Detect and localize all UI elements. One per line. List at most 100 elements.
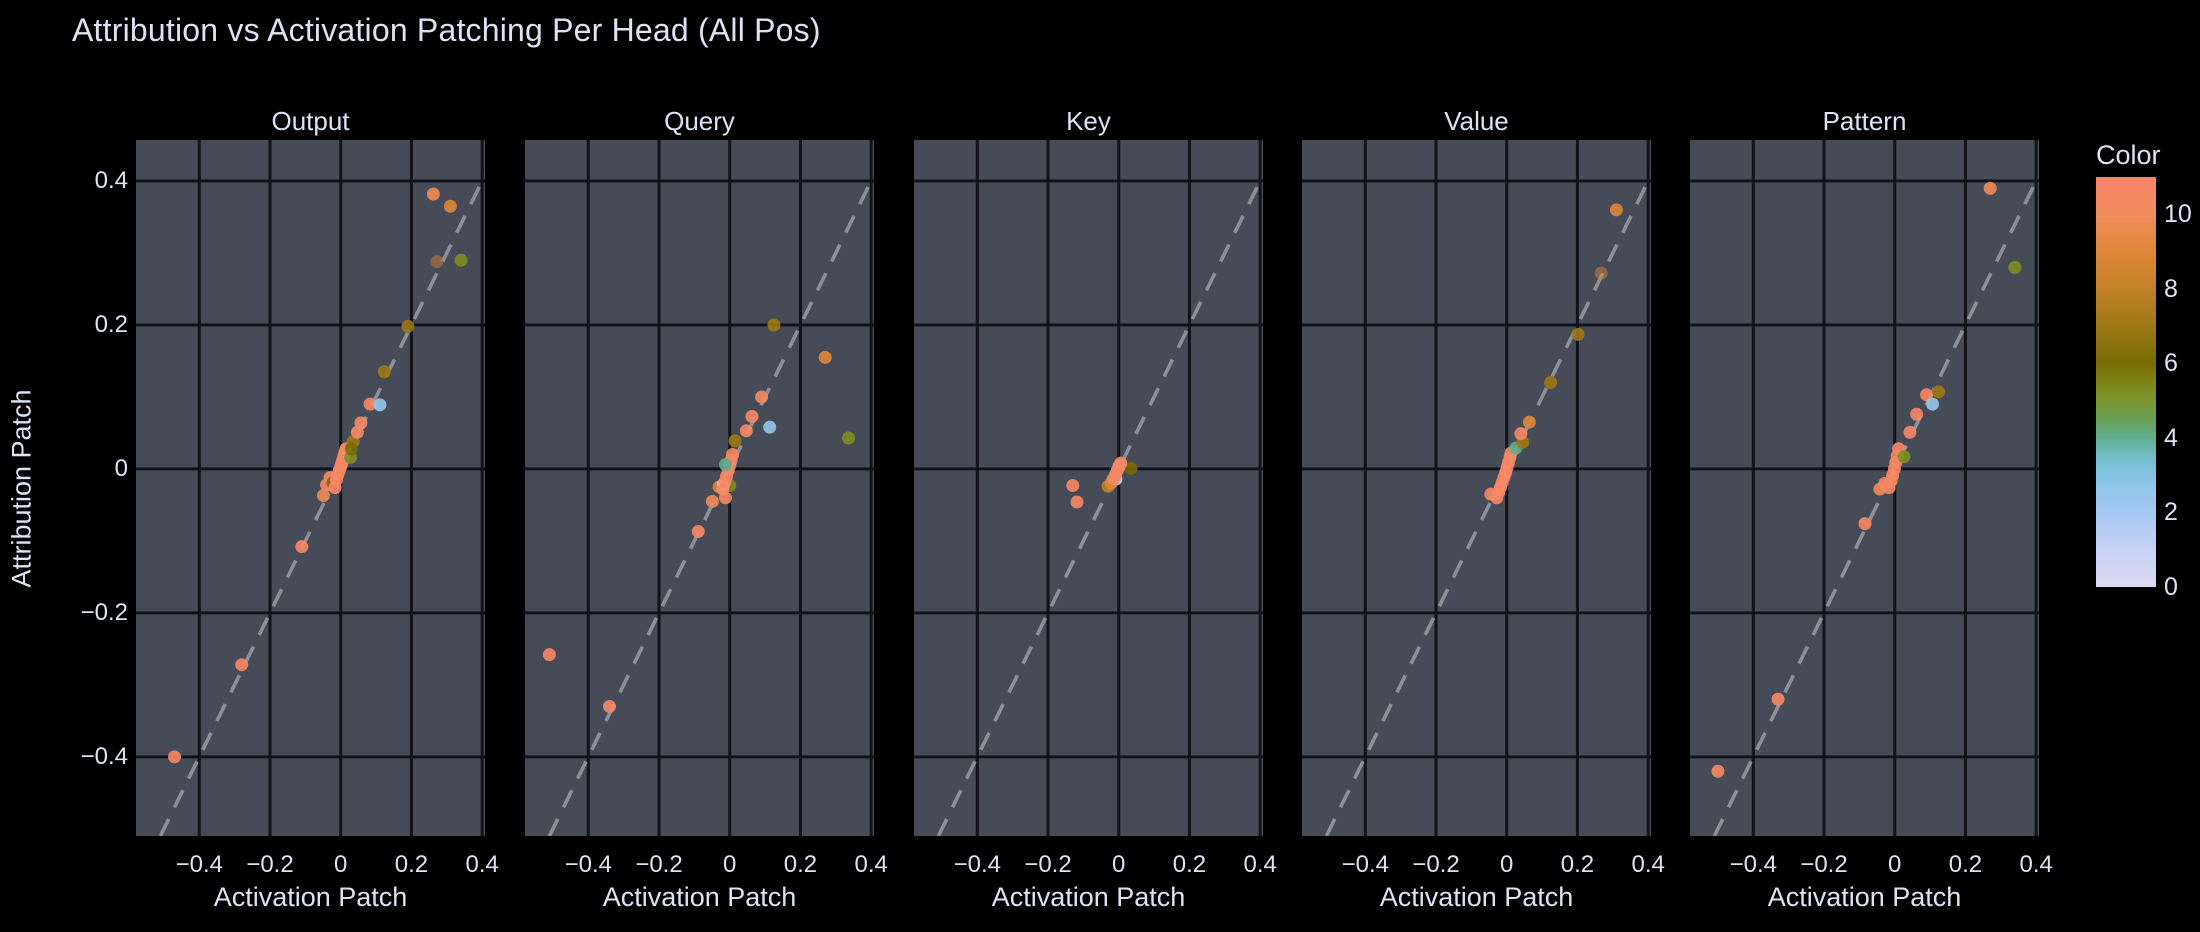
x-tick-label: 0.4 (1243, 851, 1277, 878)
scatter-point[interactable] (842, 431, 856, 445)
colorbar-tick-label: 10 (2164, 200, 2192, 229)
scatter-point[interactable] (1594, 266, 1608, 280)
scatter-point[interactable] (1858, 517, 1872, 531)
x-axis-title-query: Activation Patch (602, 882, 797, 912)
scatter-point[interactable] (542, 648, 556, 662)
x-tick-label: −0.4 (953, 851, 1001, 878)
scatter-point[interactable] (1771, 692, 1785, 706)
scatter-point[interactable] (1903, 425, 1917, 439)
scatter-point[interactable] (373, 398, 387, 412)
colorbar-tick-label: 8 (2164, 274, 2178, 303)
scatter-point[interactable] (1571, 327, 1585, 341)
x-tick-label: 0.2 (1172, 851, 1207, 878)
scatter-point[interactable] (718, 458, 732, 472)
scatter-point[interactable] (235, 658, 249, 672)
scatter-point[interactable] (818, 350, 832, 364)
scatter-point[interactable] (745, 409, 759, 423)
scatter-point[interactable] (739, 424, 753, 438)
y-tick-label: 0 (114, 454, 128, 482)
scatter-point[interactable] (1522, 415, 1536, 429)
subplot-query: Query Activation Patch −0.4 −0.2 0 0.2 0.4 (525, 106, 888, 912)
x-tick-label: 0.2 (394, 851, 429, 878)
plot-background (1302, 140, 1651, 836)
scatter-point[interactable] (728, 434, 742, 448)
scatter-point[interactable] (705, 494, 719, 508)
plot-background (525, 140, 874, 836)
y-tick-label: −0.2 (80, 598, 128, 626)
scatter-point[interactable] (767, 318, 781, 332)
y-axis-title: Attribution Patch (4, 140, 40, 836)
scatter-point[interactable] (755, 390, 769, 404)
scatter-point[interactable] (1926, 397, 1940, 411)
x-tick-label: 0.4 (1631, 851, 1665, 878)
y-axis-title-text: Attribution Patch (6, 388, 37, 588)
x-tick-label: 0.2 (783, 851, 818, 878)
figure-title: Attribution vs Activation Patching Per H… (72, 12, 821, 48)
x-tick-label: −0.2 (1800, 851, 1848, 878)
scatter-point[interactable] (363, 397, 377, 411)
scatter-point[interactable] (1932, 385, 1946, 399)
scatter-point[interactable] (1070, 495, 1084, 509)
scatter-point[interactable] (1711, 764, 1725, 778)
x-axis-title-output: Activation Patch (213, 882, 408, 912)
scatter-point[interactable] (168, 750, 182, 764)
scatter-point[interactable] (443, 199, 457, 213)
scatter-point[interactable] (1920, 388, 1934, 402)
identity-reference-line (158, 174, 485, 836)
scatter-point[interactable] (726, 448, 740, 462)
y-tick-label: 0.4 (94, 167, 128, 195)
x-tick-label: 0.4 (854, 851, 888, 878)
scatter-point[interactable] (1983, 181, 1997, 195)
identity-reference-line (1324, 174, 1651, 836)
x-axis-title-value: Activation Patch (1379, 882, 1574, 912)
y-tick-label: −0.4 (80, 742, 128, 770)
scatter-point[interactable] (377, 365, 391, 379)
scatter-point[interactable] (426, 187, 440, 201)
x-tick-label: −0.4 (1341, 851, 1389, 878)
x-tick-label: −0.4 (564, 851, 612, 878)
scatter-point[interactable] (1114, 456, 1128, 470)
plot-area-output[interactable] (136, 140, 485, 836)
x-axis-title-key: Activation Patch (991, 882, 1186, 912)
scatter-point[interactable] (316, 489, 330, 503)
scatter-point[interactable] (691, 525, 705, 539)
subplot-value: Value Activation Patch −0.4 −0.2 0 0.2 0.4 (1302, 106, 1665, 912)
x-tick-label: 0.2 (1560, 851, 1595, 878)
scatter-point[interactable] (295, 540, 309, 554)
scatter-point[interactable] (1910, 407, 1924, 421)
plot-background (1690, 140, 2039, 836)
plot-area-key[interactable] (914, 140, 1263, 836)
scatter-point[interactable] (1514, 427, 1528, 441)
scatter-point[interactable] (344, 442, 358, 456)
scatter-point[interactable] (1897, 450, 1911, 464)
subplot-title-output: Output (271, 106, 350, 136)
subplot-title-value: Value (1444, 106, 1509, 136)
scatter-point[interactable] (1609, 203, 1623, 217)
scatter-point[interactable] (454, 253, 468, 267)
x-tick-label: −0.2 (635, 851, 683, 878)
identity-reference-line (1712, 174, 2039, 836)
colorbar-tick-label: 4 (2164, 423, 2178, 452)
scatter-point[interactable] (430, 255, 444, 269)
plot-area-value[interactable] (1302, 140, 1651, 836)
x-tick-label: 0.2 (1948, 851, 1983, 878)
scatter-point[interactable] (603, 699, 617, 713)
scatter-point[interactable] (354, 416, 368, 430)
colorbar-tick-label: 6 (2164, 349, 2178, 378)
plot-area-query[interactable] (525, 140, 874, 836)
scatter-point[interactable] (2008, 260, 2022, 274)
subplot-title-query: Query (664, 106, 735, 136)
scatter-point[interactable] (401, 319, 415, 333)
x-tick-label: −0.4 (1729, 851, 1777, 878)
plot-background (136, 140, 485, 836)
colorbar-title: Color (2096, 140, 2161, 170)
scatter-point[interactable] (763, 420, 777, 434)
plot-area-pattern[interactable] (1690, 140, 2039, 836)
subplot-title-key: Key (1066, 106, 1111, 136)
colorbar-gradient (2096, 177, 2156, 587)
scatter-point[interactable] (1066, 478, 1080, 492)
identity-reference-line (936, 174, 1263, 836)
scatter-point[interactable] (1544, 376, 1558, 390)
scatter-point[interactable] (1124, 461, 1138, 475)
subplot-output: Output Activation Patch −0.4 −0.2 0 0.2 0.4 (136, 106, 499, 912)
